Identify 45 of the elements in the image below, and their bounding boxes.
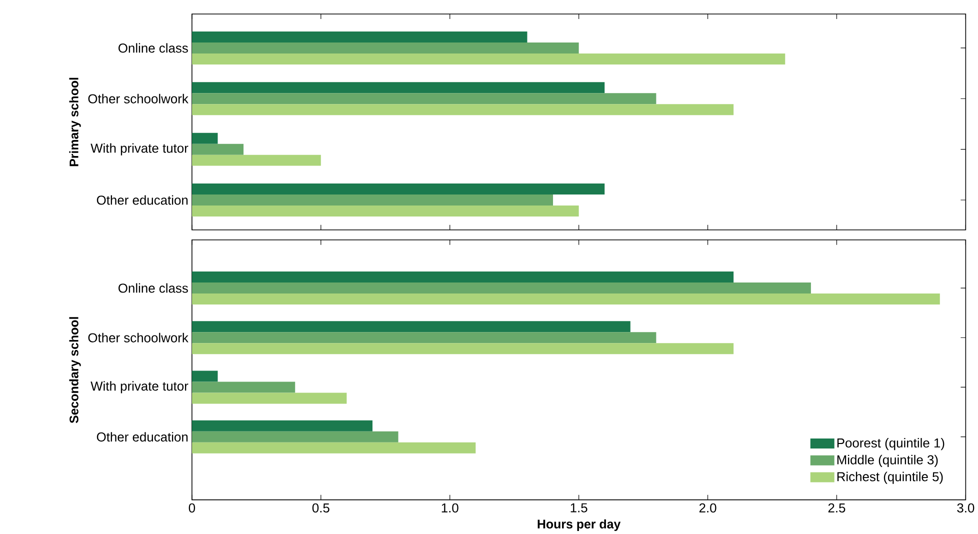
y-tick-label: Other schoolwork	[88, 332, 188, 342]
x-tick-label: 0.5	[312, 503, 330, 512]
x-tick-label: 0	[188, 503, 196, 512]
bar	[192, 431, 398, 442]
bar	[192, 370, 218, 382]
bar	[192, 194, 554, 206]
legend-label: Poorest (quintile 1)	[837, 438, 944, 450]
bar	[192, 144, 244, 155]
bar	[192, 321, 630, 332]
x-tick-label: 1.0	[442, 503, 458, 512]
bar	[192, 93, 656, 104]
bar	[192, 342, 734, 354]
legend-label: Richest (quintile 5)	[837, 472, 943, 484]
bar	[192, 293, 940, 304]
bar	[192, 53, 786, 64]
bar	[192, 154, 321, 166]
bar	[192, 442, 476, 454]
x-tick-label: 2.0	[699, 503, 716, 512]
x-axis-title: Hours per day	[538, 519, 621, 531]
bar	[192, 205, 579, 216]
y-tick-label: Online class	[118, 43, 188, 53]
x-tick-label: 1.5	[570, 503, 588, 512]
y-tick-label: Other education	[96, 432, 188, 442]
bar	[192, 31, 528, 42]
bar	[192, 104, 734, 115]
y-tick-label: Other schoolwork	[88, 94, 188, 104]
legend-label: Middle (quintile 3)	[837, 454, 938, 467]
bar	[192, 42, 579, 54]
bar	[192, 132, 218, 144]
bar	[192, 271, 734, 282]
bar	[192, 332, 656, 343]
bar	[192, 82, 605, 94]
y-tick-label: Other education	[96, 195, 188, 205]
y-tick-label: With private tutor	[90, 381, 188, 394]
y-tick-label: With private tutor	[90, 143, 188, 156]
x-tick-label: 3.0	[957, 503, 974, 512]
bar	[192, 420, 372, 432]
y-tick-label: Online class	[118, 283, 188, 293]
x-tick-label: 2.5	[828, 503, 846, 512]
bar	[192, 282, 811, 294]
y-axis-title: Secondary school	[69, 317, 81, 423]
bar	[192, 382, 296, 393]
y-axis-title: Primary school	[69, 78, 81, 166]
bar	[192, 392, 347, 404]
bar	[192, 183, 605, 194]
